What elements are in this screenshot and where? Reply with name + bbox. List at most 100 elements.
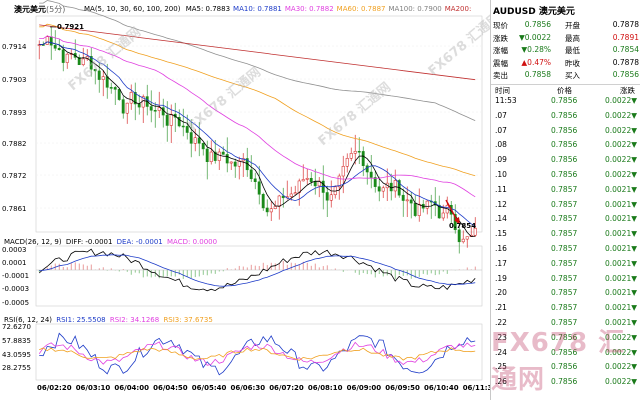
x-axis-label: 06/09:50	[385, 384, 420, 392]
y-axis-label: 72.6270	[2, 323, 31, 331]
rsi3-line	[39, 347, 476, 361]
rsi-plot-frame	[35, 323, 483, 381]
tick-row[interactable]: .21 0.7857 0.0021▼	[491, 303, 640, 314]
candle-body	[185, 126, 189, 133]
tick-row[interactable]: .26 0.7856 0.0022▼	[491, 377, 640, 388]
tick-row[interactable]: .25 0.7856 0.0022▼	[491, 362, 640, 373]
tick-c: 0.0022▼	[604, 155, 637, 165]
candle-body	[177, 117, 181, 127]
x-axis-label: 06/03:10	[75, 384, 111, 392]
y-axis-label: 0.7861	[2, 205, 27, 213]
tick-c: 0.0022▼	[604, 170, 637, 179]
candle-body	[229, 161, 233, 164]
tick-c: 0.0022▼	[604, 377, 637, 387]
tick-row[interactable]: .08 0.7856 0.0022▼	[491, 140, 640, 151]
tick-row[interactable]: .10 0.7856 0.0022▼	[491, 170, 640, 181]
tick-p: 0.7857	[551, 184, 578, 194]
tick-row[interactable]: .22 0.7857 0.0021▼	[491, 318, 640, 329]
candle-body	[381, 187, 385, 192]
quote-k2: 最高	[565, 33, 580, 43]
candle-body	[257, 181, 261, 195]
tick-t: .23	[495, 332, 507, 342]
chart-area[interactable]: 澳元美元(5分) MA(5, 10, 30, 60, 100, 200) MA5…	[0, 0, 504, 400]
tick-row[interactable]: .11 0.7857 0.0021▼	[491, 185, 640, 196]
tick-row[interactable]: .16 0.7857 0.0021▼	[491, 244, 640, 255]
candle-body	[369, 171, 373, 178]
candle-body	[273, 206, 277, 209]
tick-c: 0.0022▼	[604, 96, 637, 105]
candle-body	[305, 177, 309, 180]
macd-legend: MACD(26, 12, 9) DIFF: -0.0001 DEA: -0.00…	[4, 238, 219, 246]
candle-body	[225, 154, 229, 164]
tick-row[interactable]: .15 0.7857 0.0021▼	[491, 229, 640, 240]
candle-body	[461, 238, 465, 243]
main-plot-frame	[35, 15, 483, 233]
x-axis-label: 06/05:40	[191, 384, 227, 392]
ma-legend-item: MA30: 0.7882	[284, 5, 334, 13]
tick-row[interactable]: .07 0.7856 0.0022▼	[491, 126, 640, 137]
tick-t: .20	[495, 288, 507, 298]
tick-table-header: 时间 价格 涨跌	[491, 84, 640, 95]
tick-row[interactable]: .24 0.7856 0.0022▼	[491, 348, 640, 359]
candle-body	[217, 151, 221, 161]
tick-c: 0.0021▼	[604, 184, 637, 194]
candle-body	[221, 151, 225, 155]
tick-row[interactable]: .09 0.7856 0.0022▼	[491, 155, 640, 166]
tick-row[interactable]: .20 0.7857 0.0021▼	[491, 288, 640, 299]
tick-row[interactable]: 11:53 0.7856 0.0022▼	[491, 96, 640, 107]
candle-body	[281, 195, 285, 199]
candle-body	[417, 203, 421, 216]
candle-body	[181, 125, 185, 128]
candle-body	[361, 151, 365, 166]
quote-v2: 0.7878	[612, 57, 639, 67]
x-axis-label: 06/06:30	[230, 384, 266, 392]
ma100-line	[39, 0, 476, 121]
tick-p: 0.7856	[551, 110, 578, 120]
tick-row[interactable]: .17 0.7857 0.0021▼	[491, 259, 640, 270]
quote-v: ▼0.28%	[521, 45, 551, 54]
tick-c: 0.0022▼	[604, 332, 637, 342]
tick-p: 0.7856	[551, 347, 578, 357]
ma-params: MA(5, 10, 30, 60, 100, 200)	[84, 5, 181, 13]
candle-body	[205, 148, 209, 163]
candle-body	[137, 103, 141, 108]
x-axis-label: 06/10:40	[424, 384, 459, 392]
tick-row[interactable]: .12 0.7857 0.0021▼	[491, 200, 640, 211]
candle-body	[289, 193, 293, 197]
candle-body	[77, 57, 81, 66]
x-axis-label: 06/02:20	[37, 384, 72, 392]
tick-p: 0.7857	[551, 318, 578, 327]
candle-body	[53, 44, 57, 49]
quote-row: 卖出 0.7858 买入 0.7856	[493, 70, 639, 81]
candle-body	[405, 199, 409, 202]
tick-p: 0.7857	[551, 273, 578, 283]
x-axis-label: 06/08:10	[307, 384, 343, 392]
tick-t: 11:53	[495, 96, 517, 105]
candle-body	[357, 150, 361, 153]
macd-plot-frame	[35, 245, 483, 307]
tick-header-change: 涨跌	[620, 86, 635, 95]
tick-row[interactable]: .23 0.7856 0.0022▼	[491, 333, 640, 344]
panel-title: AUDUSD 澳元美元	[493, 7, 575, 17]
tick-row[interactable]: .07 0.7856 0.0022▼	[491, 111, 640, 122]
tick-row[interactable]: .19 0.7857 0.0021▼	[491, 274, 640, 285]
candle-body	[473, 227, 477, 236]
ma30-line	[39, 35, 476, 198]
candle-body	[157, 107, 161, 111]
tick-header-time: 时间	[495, 86, 510, 95]
quote-k: 涨幅	[493, 46, 508, 55]
candlestick-chart-svg[interactable]	[0, 0, 490, 400]
quote-v: 0.7858	[524, 70, 551, 79]
candle-body	[209, 151, 213, 163]
y-axis-label: 0.7914	[2, 43, 27, 51]
candle-body	[341, 166, 345, 177]
x-axis-label: 06/04:00	[114, 384, 149, 392]
candle-body	[129, 92, 133, 104]
candle-body	[453, 214, 457, 231]
quote-k: 卖出	[493, 71, 508, 80]
candle-body	[349, 153, 353, 159]
tick-row[interactable]: .14 0.7857 0.0021▼	[491, 214, 640, 225]
candle-body	[409, 199, 413, 204]
quote-k2: 昨收	[565, 58, 580, 68]
quote-v2: 0.7856	[612, 70, 639, 79]
